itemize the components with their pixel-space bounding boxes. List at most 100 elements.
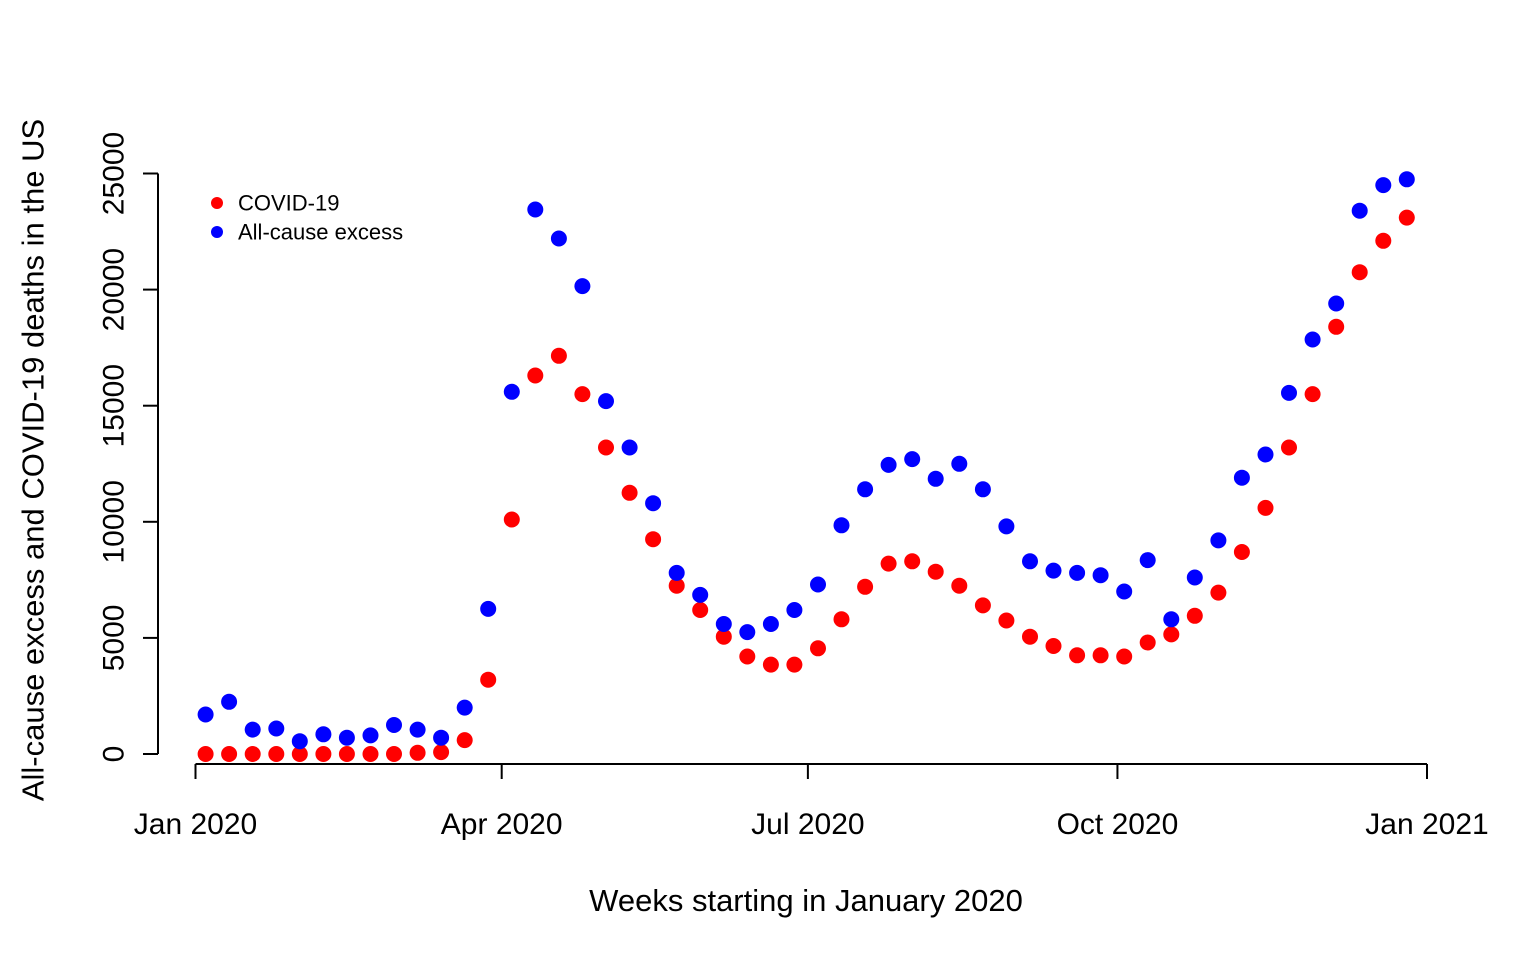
x-axis-title: Weeks starting in January 2020 [589, 883, 1023, 918]
data-point-all-cause-excess [998, 518, 1015, 535]
data-point-covid-19 [621, 484, 638, 501]
data-point-covid-19 [1210, 584, 1227, 601]
data-point-all-cause-excess [598, 393, 614, 410]
x-tick-label: Jan 2020 [134, 808, 257, 841]
data-point-covid-19 [1328, 318, 1345, 335]
data-point-covid-19 [598, 439, 614, 456]
data-point-all-cause-excess [503, 383, 520, 400]
data-point-all-cause-excess [904, 451, 921, 468]
data-point-covid-19 [998, 612, 1015, 629]
y-tick-label: 5000 [98, 605, 131, 672]
data-point-all-cause-excess [1163, 611, 1180, 628]
data-point-all-cause-excess [1281, 384, 1297, 401]
data-point-all-cause-excess [739, 624, 756, 641]
y-tick-label: 20000 [98, 248, 131, 331]
data-point-covid-19 [338, 746, 355, 762]
data-point-covid-19 [1163, 626, 1180, 643]
data-point-covid-19 [762, 656, 779, 673]
data-point-all-cause-excess [1210, 532, 1227, 549]
data-point-all-cause-excess [1116, 583, 1133, 600]
data-point-all-cause-excess [1375, 177, 1392, 194]
series-all-cause-excess [197, 171, 1415, 750]
y-tick-label: 25000 [98, 132, 131, 215]
data-point-all-cause-excess [527, 201, 544, 218]
x-tick-label: Jan 2021 [1365, 808, 1488, 841]
data-point-all-cause-excess [1328, 295, 1345, 312]
data-point-all-cause-excess [1233, 469, 1250, 486]
data-point-covid-19 [550, 347, 567, 364]
data-point-all-cause-excess [456, 699, 473, 716]
data-point-all-cause-excess [433, 729, 450, 746]
legend-label: All-cause excess [238, 220, 403, 245]
data-point-covid-19 [244, 746, 261, 762]
data-point-all-cause-excess [291, 733, 308, 750]
data-point-covid-19 [362, 746, 379, 762]
data-point-covid-19 [857, 578, 874, 595]
data-point-covid-19 [1045, 638, 1062, 654]
data-point-all-cause-excess [857, 481, 874, 498]
legend: COVID-19 All-cause excess [211, 191, 403, 245]
data-point-covid-19 [433, 744, 450, 761]
data-point-all-cause-excess [668, 564, 685, 581]
data-point-all-cause-excess [1257, 446, 1274, 463]
data-points [197, 171, 1415, 762]
data-point-covid-19 [1375, 232, 1392, 249]
data-point-covid-19 [668, 577, 685, 594]
data-point-all-cause-excess [1139, 552, 1156, 569]
legend-marker [211, 197, 223, 209]
y-tick-label: 0 [98, 746, 131, 763]
data-point-all-cause-excess [715, 616, 732, 632]
data-point-all-cause-excess [833, 517, 850, 534]
data-point-all-cause-excess [1186, 569, 1203, 586]
data-point-covid-19 [715, 628, 732, 645]
legend-item: All-cause excess [211, 220, 403, 245]
data-point-all-cause-excess [1092, 567, 1109, 584]
x-axis: Jan 2020 Apr 2020 Jul 2020 Oct 2020 Jan 2021 [134, 763, 1489, 841]
data-point-covid-19 [1281, 439, 1297, 456]
data-point-all-cause-excess [574, 278, 591, 295]
data-point-all-cause-excess [762, 616, 779, 632]
data-point-covid-19 [1351, 264, 1368, 281]
data-point-covid-19 [197, 746, 214, 762]
y-axis: 0 5000 10000 15000 20000 25000 [98, 132, 159, 763]
data-point-covid-19 [386, 746, 402, 762]
data-point-covid-19 [1116, 648, 1133, 665]
data-point-all-cause-excess [1304, 331, 1321, 348]
data-point-covid-19 [810, 640, 826, 657]
data-point-covid-19 [692, 602, 709, 618]
data-point-covid-19 [904, 553, 921, 570]
data-point-covid-19 [645, 531, 662, 548]
data-point-covid-19 [291, 746, 308, 762]
data-point-covid-19 [1139, 634, 1156, 651]
data-point-covid-19 [739, 648, 756, 665]
data-point-covid-19 [268, 746, 285, 762]
data-point-covid-19 [503, 511, 520, 528]
data-point-covid-19 [786, 656, 803, 673]
data-point-covid-19 [1186, 607, 1203, 624]
data-point-all-cause-excess [880, 456, 897, 473]
data-point-covid-19 [1304, 386, 1321, 403]
data-point-all-cause-excess [244, 721, 261, 738]
data-point-covid-19 [1092, 647, 1109, 664]
data-point-covid-19 [527, 367, 544, 384]
legend-label: COVID-19 [238, 191, 339, 216]
y-axis-title: All-cause excess and COVID-19 deaths in … [16, 119, 51, 801]
legend-item: COVID-19 [211, 191, 339, 216]
y-tick-label: 15000 [98, 364, 131, 447]
data-point-covid-19 [927, 563, 944, 580]
data-point-covid-19 [974, 597, 991, 614]
data-point-all-cause-excess [810, 576, 826, 593]
data-point-all-cause-excess [362, 727, 379, 744]
data-point-all-cause-excess [480, 600, 497, 617]
data-point-covid-19 [315, 746, 332, 762]
data-point-all-cause-excess [1398, 171, 1415, 188]
data-point-covid-19 [1233, 544, 1250, 560]
x-tick-label: Jul 2020 [751, 808, 864, 841]
data-point-all-cause-excess [1045, 562, 1062, 579]
data-point-all-cause-excess [386, 717, 402, 733]
data-point-all-cause-excess [221, 693, 238, 710]
data-point-all-cause-excess [974, 481, 991, 498]
legend-marker [211, 226, 223, 238]
